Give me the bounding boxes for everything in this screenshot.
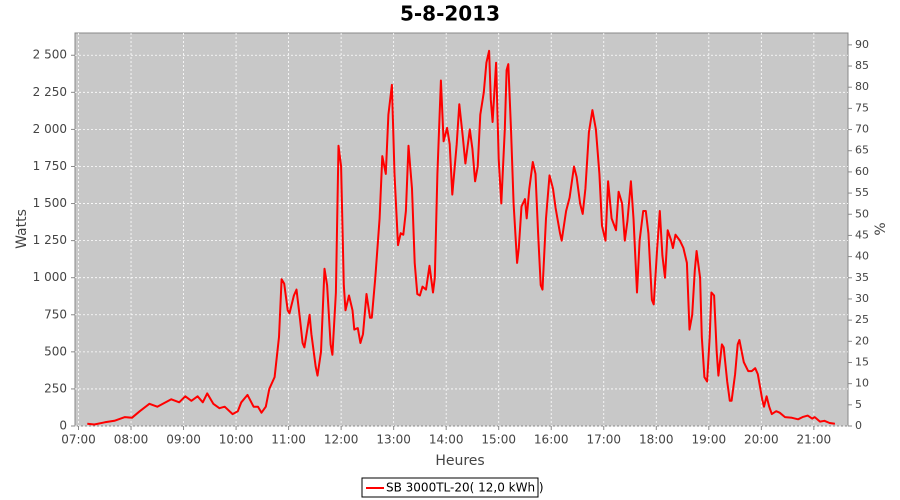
x-tick-label: 15:00 bbox=[481, 433, 516, 447]
x-tick-label: 12:00 bbox=[324, 433, 359, 447]
x-tick-label: 08:00 bbox=[114, 433, 149, 447]
x-tick-label: 20:00 bbox=[744, 433, 779, 447]
x-tick-label: 11:00 bbox=[271, 433, 306, 447]
y-tick-label: 1 750 bbox=[33, 159, 67, 173]
x-tick-label: 14:00 bbox=[429, 433, 464, 447]
y2-tick-label: 60 bbox=[855, 165, 869, 178]
y-tick-label: 500 bbox=[44, 344, 67, 358]
y-tick-label: 1 000 bbox=[33, 270, 67, 284]
y-tick-label: 0 bbox=[59, 419, 67, 433]
x-tick-label: 19:00 bbox=[692, 433, 727, 447]
x-tick-label: 09:00 bbox=[166, 433, 201, 447]
y2-tick-label: 55 bbox=[855, 186, 869, 199]
y2-tick-label: 75 bbox=[855, 101, 869, 114]
y2-tick-label: 70 bbox=[855, 123, 869, 136]
y-tick-label: 2 500 bbox=[33, 48, 67, 62]
y-tick-label: 2 250 bbox=[33, 85, 67, 99]
x-tick-label: 18:00 bbox=[639, 433, 674, 447]
x-tick-label: 10:00 bbox=[219, 433, 254, 447]
y2-tick-label: 20 bbox=[855, 334, 869, 347]
y2-axis-title: % bbox=[873, 222, 889, 235]
y-tick-label: 1 500 bbox=[33, 196, 67, 210]
y2-tick-label: 45 bbox=[855, 228, 869, 241]
y2-tick-label: 5 bbox=[855, 398, 862, 411]
x-tick-label: 16:00 bbox=[534, 433, 569, 447]
y2-tick-label: 0 bbox=[855, 419, 862, 432]
y-tick-label: 1 250 bbox=[33, 233, 67, 247]
y2-tick-label: 15 bbox=[855, 355, 869, 368]
grid bbox=[75, 33, 848, 427]
x-tick-label: 07:00 bbox=[61, 433, 96, 447]
y2-tick-label: 65 bbox=[855, 144, 869, 157]
series-line bbox=[87, 49, 836, 426]
y2-tick-label: 80 bbox=[855, 80, 869, 93]
x-tick-label: 13:00 bbox=[376, 433, 411, 447]
y2-tick-label: 90 bbox=[855, 38, 869, 51]
y2-tick-label: 10 bbox=[855, 377, 869, 390]
y-tick-label: 250 bbox=[44, 381, 67, 395]
legend-label: SB 3000TL-20( 12,0 kWh ) bbox=[386, 481, 544, 495]
y2-tick-label: 35 bbox=[855, 271, 869, 284]
legend-box bbox=[361, 477, 539, 498]
y2-tick-label: 40 bbox=[855, 250, 869, 263]
x-tick-label: 17:00 bbox=[586, 433, 621, 447]
chart-title: 5-8-2013 bbox=[400, 2, 500, 26]
y-tick-label: 750 bbox=[44, 307, 67, 321]
x-tick-label: 21:00 bbox=[797, 433, 832, 447]
y-tick-label: 2 000 bbox=[33, 122, 67, 136]
y2-tick-label: 50 bbox=[855, 207, 869, 220]
y-axis-title: Watts bbox=[14, 209, 30, 249]
y2-tick-label: 30 bbox=[855, 292, 869, 305]
y2-tick-label: 85 bbox=[855, 59, 869, 72]
y2-tick-label: 25 bbox=[855, 313, 869, 326]
x-axis-title: Heures bbox=[435, 453, 484, 469]
